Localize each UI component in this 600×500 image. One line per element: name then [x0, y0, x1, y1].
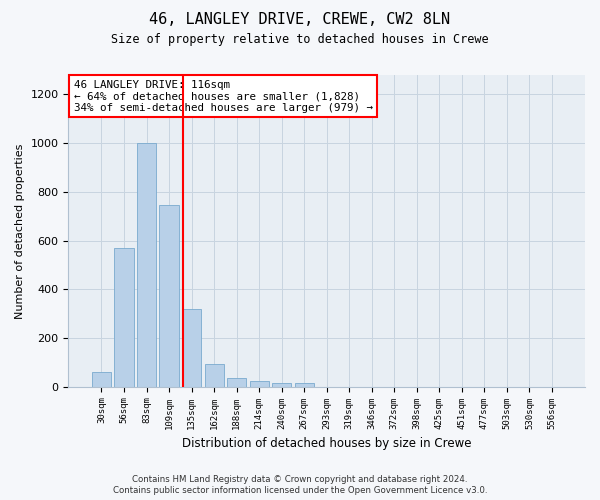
- Bar: [137, 143, 156, 386]
- Bar: [160, 206, 179, 386]
- Bar: [92, 372, 111, 386]
- Y-axis label: Number of detached properties: Number of detached properties: [15, 143, 25, 318]
- Text: 46 LANGLEY DRIVE: 116sqm
← 64% of detached houses are smaller (1,828)
34% of sem: 46 LANGLEY DRIVE: 116sqm ← 64% of detach…: [74, 80, 373, 113]
- Bar: [115, 248, 134, 386]
- Text: Contains HM Land Registry data © Crown copyright and database right 2024.: Contains HM Land Registry data © Crown c…: [132, 475, 468, 484]
- Bar: [295, 383, 314, 386]
- Text: Contains public sector information licensed under the Open Government Licence v3: Contains public sector information licen…: [113, 486, 487, 495]
- Bar: [182, 309, 201, 386]
- X-axis label: Distribution of detached houses by size in Crewe: Distribution of detached houses by size …: [182, 437, 472, 450]
- Bar: [250, 380, 269, 386]
- Text: Size of property relative to detached houses in Crewe: Size of property relative to detached ho…: [111, 32, 489, 46]
- Bar: [227, 378, 246, 386]
- Bar: [272, 383, 291, 386]
- Bar: [205, 364, 224, 386]
- Text: 46, LANGLEY DRIVE, CREWE, CW2 8LN: 46, LANGLEY DRIVE, CREWE, CW2 8LN: [149, 12, 451, 28]
